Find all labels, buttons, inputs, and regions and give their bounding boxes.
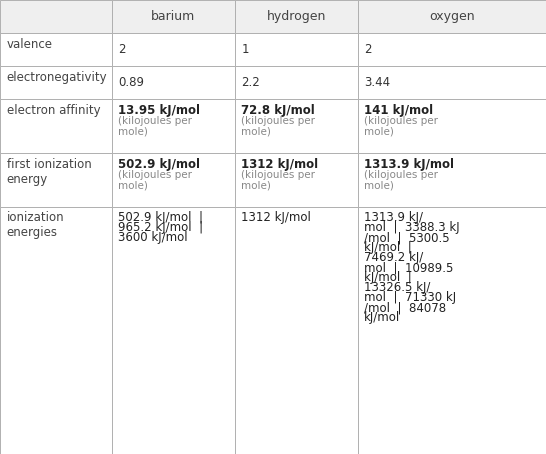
- Bar: [112, 99, 235, 153]
- Text: 1313.9 kJ/mol: 1313.9 kJ/mol: [364, 158, 454, 171]
- Text: kJ/mol  |: kJ/mol |: [364, 241, 412, 254]
- Bar: [112, 153, 235, 207]
- Text: mol  |  10989.5: mol | 10989.5: [364, 261, 454, 274]
- Text: 13326.5 kJ/: 13326.5 kJ/: [364, 281, 431, 294]
- Bar: [112, 66, 235, 99]
- Text: 502.9 kJ/mol: 502.9 kJ/mol: [118, 158, 200, 171]
- Bar: [235, 33, 358, 66]
- Text: valence: valence: [7, 38, 52, 51]
- Text: 1: 1: [241, 43, 249, 56]
- Text: mol  |  3388.3 kJ: mol | 3388.3 kJ: [364, 221, 460, 234]
- Text: 13.95 kJ/mol: 13.95 kJ/mol: [118, 104, 200, 117]
- Bar: [235, 0, 358, 33]
- Bar: [0, 0, 112, 33]
- Text: mole): mole): [118, 180, 149, 190]
- Bar: [235, 153, 358, 207]
- Text: electron affinity: electron affinity: [7, 104, 100, 117]
- Bar: [358, 0, 546, 33]
- Bar: [358, 99, 546, 153]
- Text: /mol  |  84078: /mol | 84078: [364, 301, 446, 314]
- Text: mole): mole): [241, 180, 271, 190]
- Text: 3600 kJ/mol: 3600 kJ/mol: [118, 231, 188, 244]
- Text: mole): mole): [241, 127, 271, 137]
- Text: (kilojoules per: (kilojoules per: [364, 116, 438, 126]
- Bar: [235, 207, 358, 454]
- Text: /mol  |  5300.5: /mol | 5300.5: [364, 231, 450, 244]
- Text: barium: barium: [151, 10, 195, 23]
- Text: 502.9 kJ/mol  |: 502.9 kJ/mol |: [118, 211, 204, 224]
- Bar: [0, 66, 112, 99]
- Text: (kilojoules per: (kilojoules per: [118, 170, 193, 180]
- Bar: [358, 33, 546, 66]
- Text: oxygen: oxygen: [429, 10, 474, 23]
- Text: 7469.2 kJ/: 7469.2 kJ/: [364, 251, 424, 264]
- Bar: [112, 33, 235, 66]
- Bar: [112, 0, 235, 33]
- Text: mole): mole): [364, 127, 394, 137]
- Text: 72.8 kJ/mol: 72.8 kJ/mol: [241, 104, 315, 117]
- Text: (kilojoules per: (kilojoules per: [364, 170, 438, 180]
- Text: 0.89: 0.89: [118, 76, 145, 89]
- Text: electronegativity: electronegativity: [7, 71, 107, 84]
- Bar: [0, 207, 112, 454]
- Text: (kilojoules per: (kilojoules per: [241, 116, 316, 126]
- Bar: [235, 66, 358, 99]
- Bar: [358, 153, 546, 207]
- Bar: [358, 207, 546, 454]
- Bar: [0, 99, 112, 153]
- Bar: [0, 33, 112, 66]
- Text: 141 kJ/mol: 141 kJ/mol: [364, 104, 434, 117]
- Text: mole): mole): [364, 180, 394, 190]
- Text: 965.2 kJ/mol  |: 965.2 kJ/mol |: [118, 221, 204, 234]
- Text: 1312 kJ/mol: 1312 kJ/mol: [241, 211, 311, 224]
- Text: 2.2: 2.2: [241, 76, 260, 89]
- Text: 2: 2: [364, 43, 372, 56]
- Text: 3.44: 3.44: [364, 76, 390, 89]
- Text: kJ/mol: kJ/mol: [364, 311, 400, 324]
- Bar: [0, 153, 112, 207]
- Text: hydrogen: hydrogen: [266, 10, 326, 23]
- Text: ionization
energies: ionization energies: [7, 211, 64, 239]
- Text: 1313.9 kJ/: 1313.9 kJ/: [364, 211, 423, 224]
- Text: (kilojoules per: (kilojoules per: [118, 116, 193, 126]
- Text: kJ/mol  |: kJ/mol |: [364, 271, 412, 284]
- Text: mole): mole): [118, 127, 149, 137]
- Bar: [112, 207, 235, 454]
- Text: mol  |  71330 kJ: mol | 71330 kJ: [364, 291, 456, 304]
- Text: (kilojoules per: (kilojoules per: [241, 170, 316, 180]
- Text: first ionization
energy: first ionization energy: [7, 158, 91, 186]
- Bar: [358, 66, 546, 99]
- Bar: [235, 99, 358, 153]
- Text: 1312 kJ/mol: 1312 kJ/mol: [241, 158, 318, 171]
- Text: 2: 2: [118, 43, 126, 56]
